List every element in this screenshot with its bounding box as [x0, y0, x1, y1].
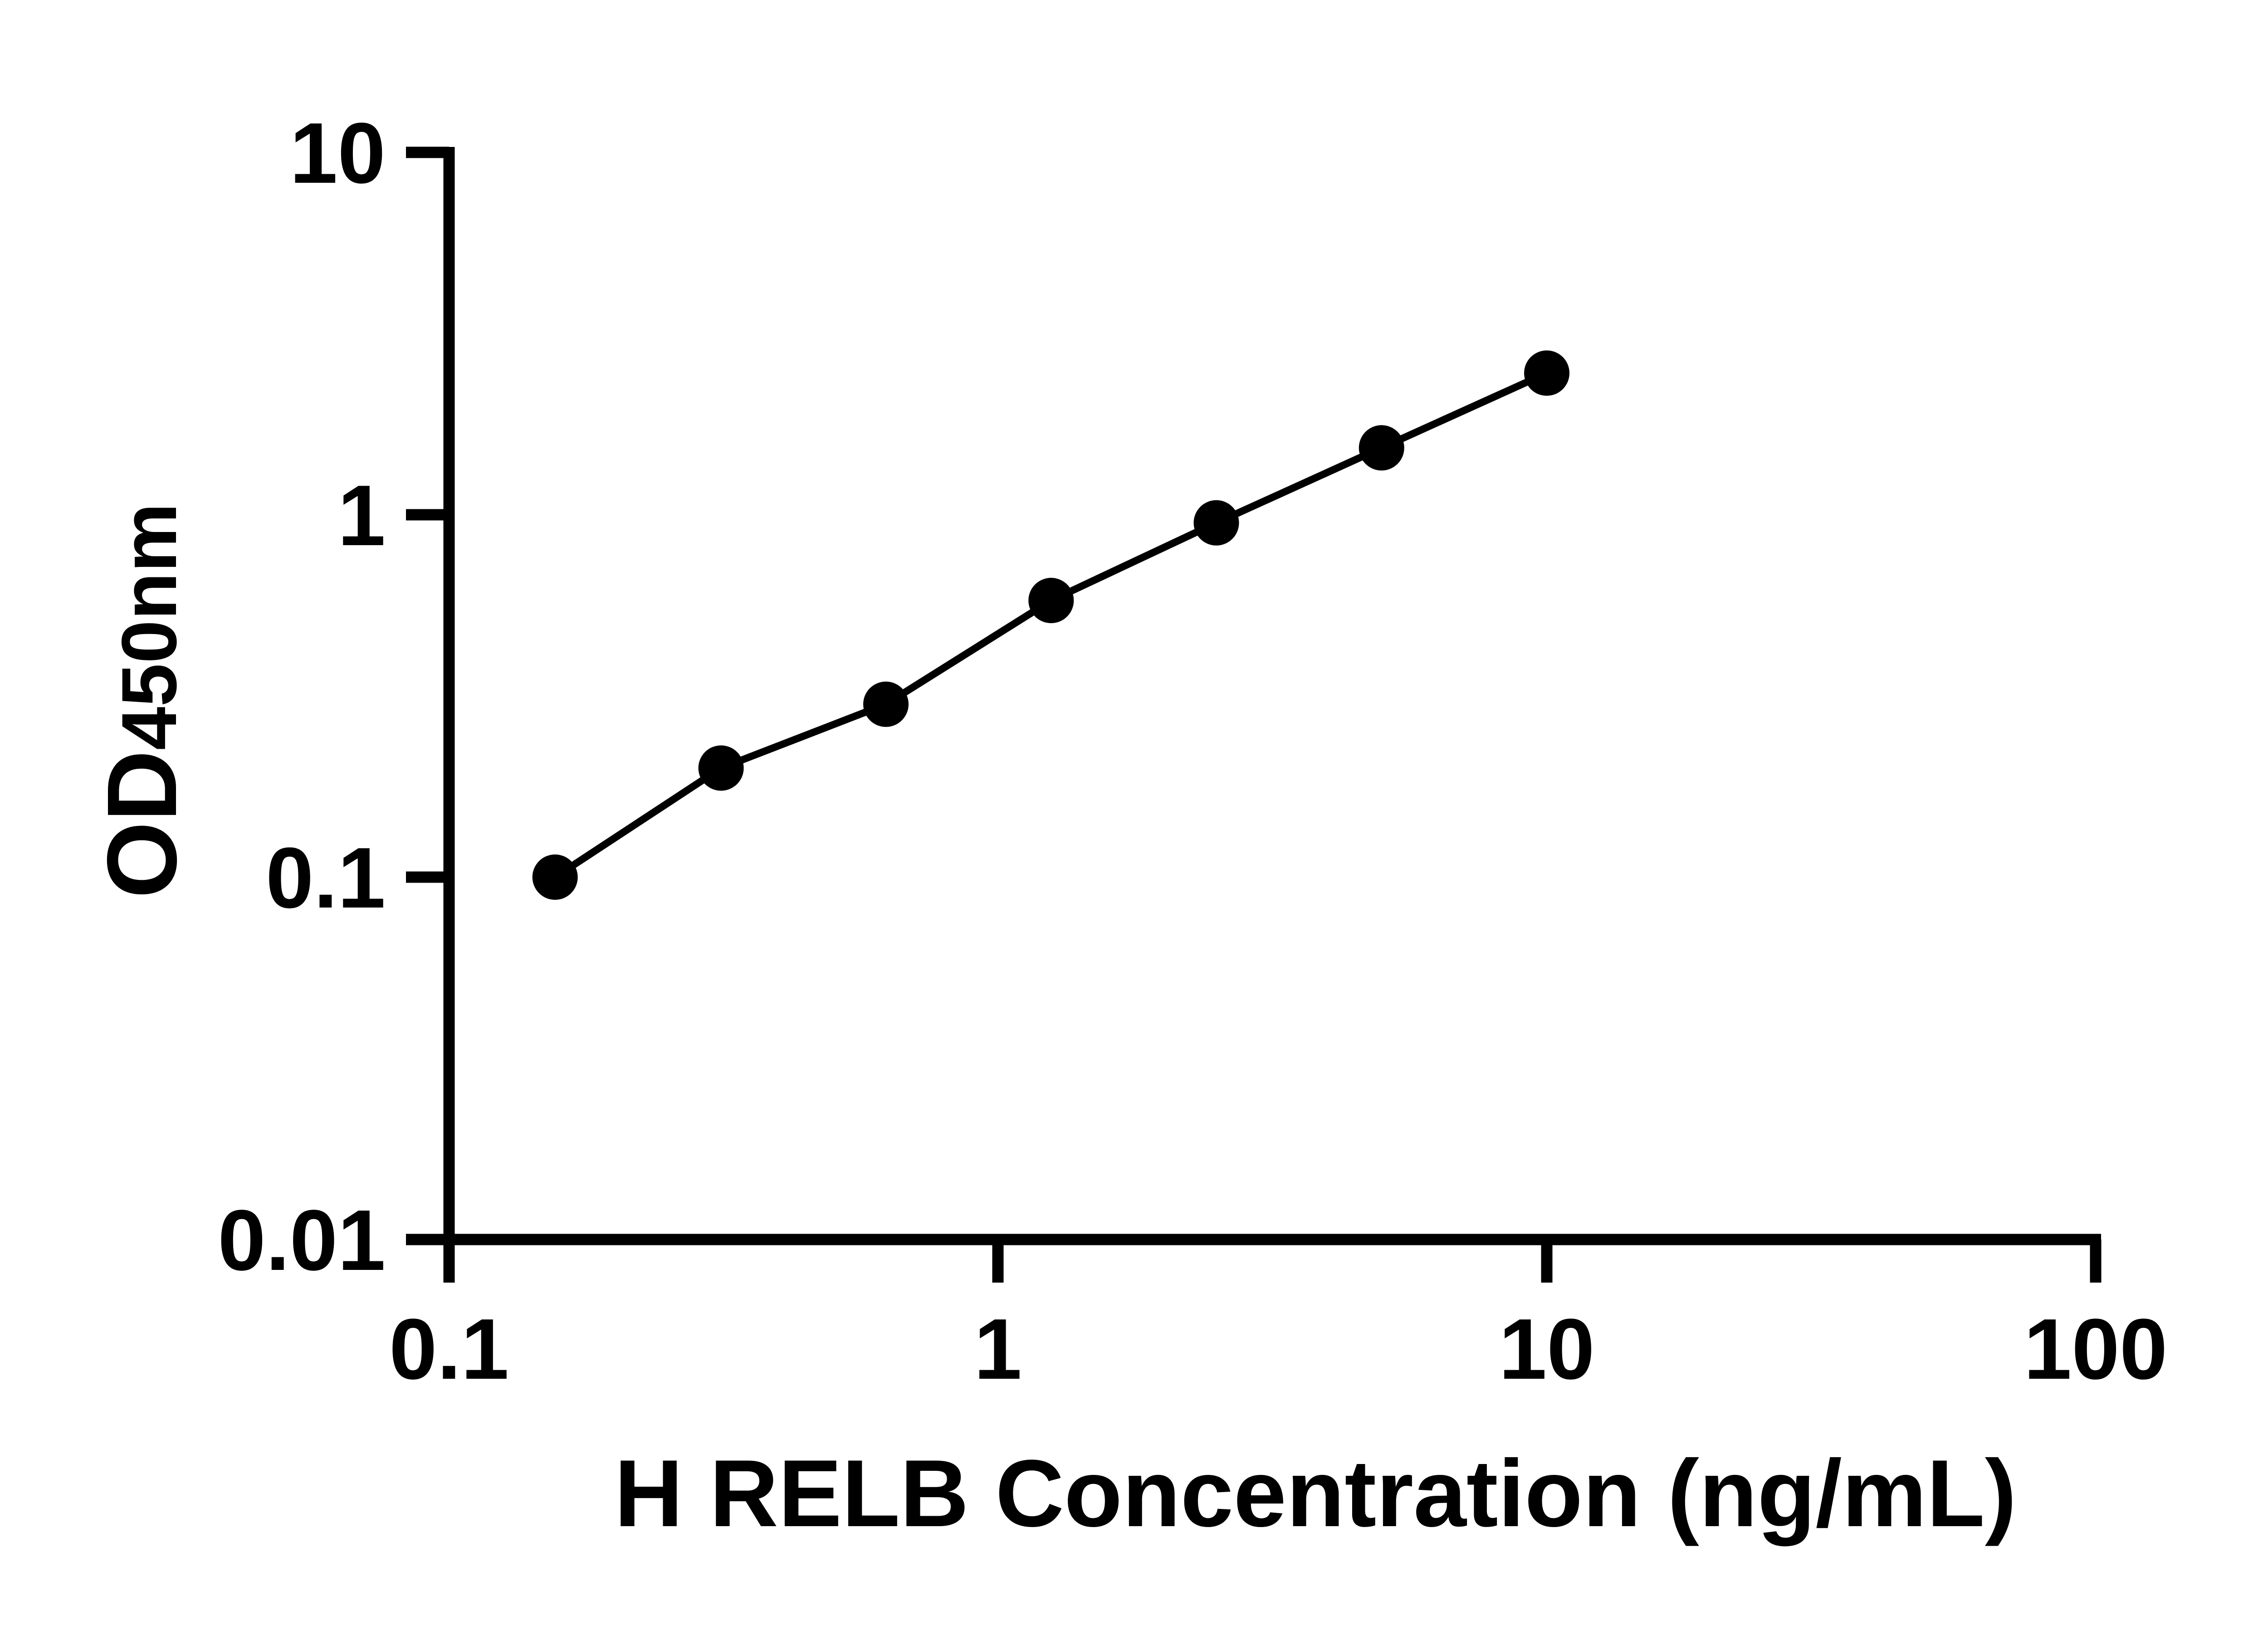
x-axis-title: H RELB Concentration (ng/mL) [614, 1440, 2016, 1547]
y-axis-tick-label: 0.1 [266, 830, 386, 926]
y-axis-tick-label: 1 [337, 468, 386, 564]
data-point [532, 854, 578, 900]
series-layer [532, 350, 1569, 900]
data-point [863, 681, 909, 727]
axes-layer [443, 147, 2101, 1245]
x-axis-tick-label: 0.1 [389, 1301, 509, 1397]
data-point [1193, 500, 1239, 546]
data-point [698, 745, 744, 791]
x-axis-tick-label: 10 [1499, 1301, 1594, 1397]
data-point [1524, 350, 1569, 396]
y-axis-tick-label: 0.01 [218, 1192, 386, 1288]
x-axis-tick-label: 100 [2024, 1301, 2167, 1397]
data-point [1359, 425, 1404, 471]
ticks-layer [406, 146, 2102, 1283]
data-point [1028, 578, 1074, 624]
x-axis-tick-label: 1 [974, 1301, 1022, 1397]
y-axis-title-main: OD [87, 750, 197, 898]
y-axis-title: OD450nm [87, 503, 197, 898]
y-axis-tick-label: 10 [290, 105, 386, 201]
y-axis-title-subscript: 450nm [106, 503, 193, 750]
